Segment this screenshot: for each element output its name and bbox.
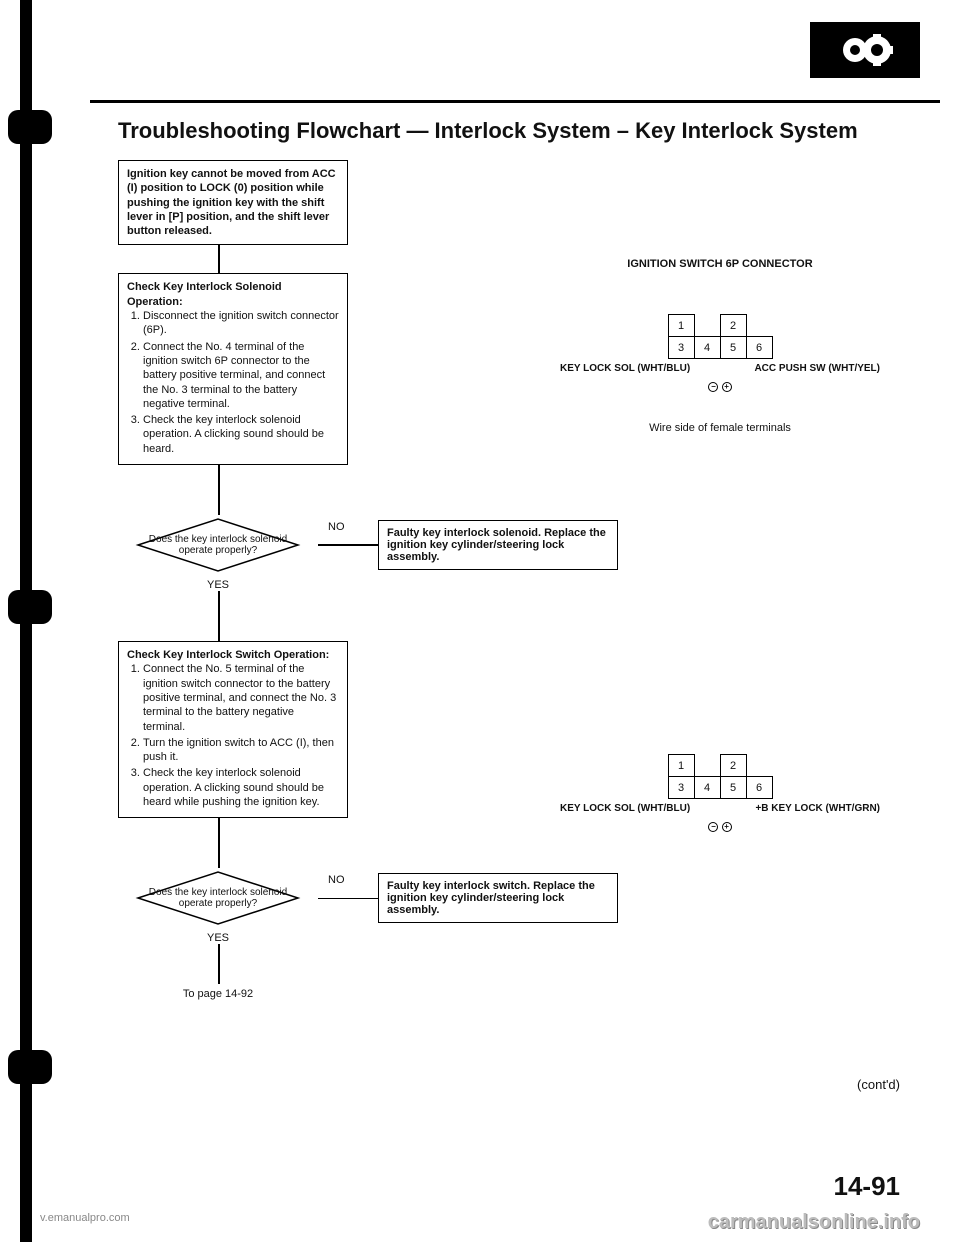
decision2-text: Does the key interlock solenoid operate … (118, 870, 318, 926)
connector2-left-label: KEY LOCK SOL (WHT/BLU) (560, 803, 720, 814)
connector1-block: IGNITION SWITCH 6P CONNECTOR 12 3456 KEY… (560, 258, 880, 434)
check1-step: Check the key interlock solenoid operati… (143, 413, 339, 456)
footer-source: v.emanualpro.com (40, 1212, 130, 1224)
check2-step: Connect the No. 5 terminal of the igniti… (143, 662, 339, 733)
check1-step: Connect the No. 4 terminal of the igniti… (143, 340, 339, 411)
check-solenoid-box: Check Key Interlock Solenoid Operation: … (118, 273, 348, 465)
page-number: 14-91 (834, 1171, 901, 1202)
connector-line (218, 591, 220, 641)
start-condition-text: Ignition key cannot be moved from ACC (I… (127, 168, 336, 237)
connector1-pinout: 12 3456 (668, 314, 773, 359)
page-title: Troubleshooting Flowchart — Interlock Sy… (118, 118, 858, 144)
check-solenoid-heading: Check Key Interlock Solenoid Operation: (127, 280, 339, 309)
decision1-text: Does the key interlock solenoid operate … (118, 517, 318, 573)
no-label: NO (328, 874, 345, 886)
check2-step: Check the key interlock solenoid operati… (143, 766, 339, 809)
result1-box: Faulty key interlock solenoid. Replace t… (378, 520, 618, 570)
connector-line (318, 898, 378, 900)
check2-step: Turn the ignition switch to ACC (I), the… (143, 736, 339, 765)
connector1-right-label: ACC PUSH SW (WHT/YEL) (720, 363, 880, 374)
divider (90, 100, 940, 103)
decision1-row: Does the key interlock solenoid operate … (118, 515, 718, 575)
watermark: carmanualsonline.info (708, 1211, 920, 1234)
connector2-block: 12 3456 KEY LOCK SOL (WHT/BLU) +B KEY LO… (560, 750, 880, 832)
connector-line (218, 818, 220, 868)
connector2-pinout: 12 3456 (668, 754, 773, 799)
decision2-row: Does the key interlock solenoid operate … (118, 868, 718, 928)
to-page-ref: To page 14-92 (118, 988, 318, 1000)
connector-line (218, 465, 220, 515)
start-condition-box: Ignition key cannot be moved from ACC (I… (118, 160, 348, 245)
connector1-left-label: KEY LOCK SOL (WHT/BLU) (560, 363, 720, 374)
connector-line (218, 245, 220, 273)
decision1: Does the key interlock solenoid operate … (118, 517, 318, 573)
connector-line (318, 544, 378, 546)
gear-logo-icon (810, 22, 920, 78)
connector1-caption: Wire side of female terminals (560, 422, 880, 434)
continued-label: (cont'd) (857, 1077, 900, 1092)
yes-label: YES (118, 579, 318, 591)
yes-label: YES (118, 932, 318, 944)
decision2: Does the key interlock solenoid operate … (118, 870, 318, 926)
check1-step: Disconnect the ignition switch connector… (143, 309, 339, 338)
connector-line (218, 944, 220, 984)
connector1-title: IGNITION SWITCH 6P CONNECTOR (560, 258, 880, 270)
check-switch-box: Check Key Interlock Switch Operation: Co… (118, 641, 348, 818)
no-label: NO (328, 521, 345, 533)
result2-box: Faulty key interlock switch. Replace the… (378, 873, 618, 923)
binder-edge (0, 0, 55, 1242)
check-switch-heading: Check Key Interlock Switch Operation: (127, 648, 339, 662)
connector2-right-label: +B KEY LOCK (WHT/GRN) (720, 803, 880, 814)
